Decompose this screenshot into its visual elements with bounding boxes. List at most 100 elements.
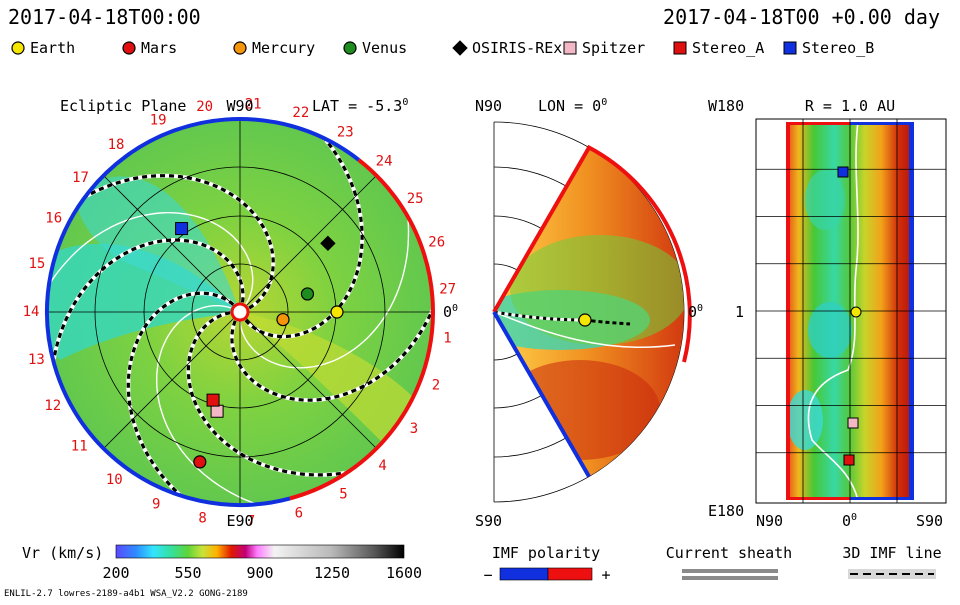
ecliptic-spoke [239, 311, 377, 449]
ecliptic-object-stereo-b [175, 222, 189, 236]
current-sheet-line [239, 179, 410, 369]
legend-label-mars: Mars [141, 39, 177, 57]
imf-polarity-title: IMF polarity [492, 544, 600, 562]
carrington-label: 3 [410, 421, 418, 437]
ecliptic-object-spitzer [210, 404, 224, 418]
carrington-label: 27 [439, 282, 456, 298]
sphere-top-left: W180 [708, 97, 744, 115]
sphere-top-edge-red [786, 122, 850, 125]
sphere-slow-patch-1 [808, 302, 852, 358]
sphere-panel: R = 1.0 AU W180 E180 1 N90 00 S90 [708, 97, 947, 530]
sphere-slow-patch-2 [787, 390, 823, 450]
ecliptic-objects [175, 222, 344, 469]
ecliptic-object-mars [193, 455, 207, 469]
legend-marker-venus [343, 41, 357, 55]
meridional-field [494, 235, 684, 460]
meridional-sheet [494, 311, 676, 349]
legend-label-earth: Earth [30, 39, 75, 57]
carrington-label: 10 [106, 472, 123, 488]
date-right: 2017-04-18T00 +0.00 day [663, 5, 940, 29]
carrington-label: 16 [45, 210, 62, 226]
ecliptic-spoke [103, 175, 241, 313]
meridional-top-label: N90 [475, 97, 502, 115]
ecliptic-rim-negative [45, 116, 361, 507]
carrington-label: 25 [407, 191, 424, 207]
ecliptic-spoke [103, 311, 241, 449]
imf-spiral-bg [186, 310, 384, 477]
legend-marker-mercury [233, 41, 247, 55]
colorbar-tick-label: 1600 [386, 564, 422, 582]
meridional-bottom-label: S90 [475, 512, 502, 530]
sphere-x-mid: 00 [842, 512, 857, 530]
sphere-x-right: S90 [916, 512, 943, 530]
legend-label-osiris-rex: OSIRIS-REx [472, 39, 562, 57]
current-sheath-legend: Current sheath [666, 544, 792, 580]
carrington-label: 11 [71, 439, 88, 455]
sphere-earth-marker [850, 306, 862, 318]
ecliptic-object-osiris-rex [320, 235, 336, 252]
sphere-spitzer-marker [847, 417, 859, 429]
legend-marker-spitzer [563, 41, 577, 55]
ecliptic-object-stereo-a [206, 393, 220, 407]
meridional-imf-line-bg [494, 310, 586, 322]
imf-line-legend: 3D IMF line [842, 544, 942, 579]
meridional-edge-positive [492, 144, 692, 363]
legend-label-stereo-a: Stereo_A [692, 39, 764, 57]
ecliptic-lat-label: LAT = -5.30 [312, 97, 408, 115]
sphere-x-left: N90 [756, 512, 783, 530]
carrington-label: 1 [443, 330, 451, 346]
ecliptic-right-label: 00 [443, 303, 458, 321]
carrington-label: 6 [295, 506, 303, 522]
carrington-label: 20 [196, 99, 213, 115]
ecliptic-title: Ecliptic Plane [60, 97, 186, 115]
sphere-bottom-left: E180 [708, 502, 744, 520]
ecliptic-field [47, 119, 433, 505]
carrington-label: 22 [292, 105, 309, 121]
ecliptic-spoke [239, 175, 377, 313]
current-sheet-line [47, 212, 254, 319]
sphere-grid [756, 119, 946, 503]
carrington-label: 8 [198, 511, 206, 527]
ecliptic-object-earth [330, 305, 344, 319]
legend-label-mercury: Mercury [252, 39, 315, 57]
carrington-label: 13 [28, 352, 45, 368]
colorbar-ticks: 200 550 900 1250 1600 [102, 564, 422, 582]
meridional-fast-lower [500, 360, 660, 460]
imf-line-title: 3D IMF line [842, 544, 941, 562]
ecliptic-grid [47, 119, 433, 505]
sphere-current-sheet [807, 122, 859, 500]
ecliptic-object-mercury [276, 312, 290, 327]
legend-label-spitzer: Spitzer [582, 39, 645, 57]
legend-marker-mars [122, 41, 136, 55]
ecliptic-bottom-label: E90 [226, 512, 253, 530]
meridional-edge-negative [492, 310, 591, 478]
legend-marker-stereo-b [783, 41, 797, 55]
sphere-top-edge-blue [850, 122, 914, 125]
imf-polarity-legend: IMF polarity − + [483, 544, 610, 584]
meridional-panel: N90 S90 LON = 00 00 [475, 97, 703, 530]
legend-marker-earth [11, 41, 25, 55]
carrington-label: 15 [28, 256, 45, 272]
legend: Earth Mars Mercury Venus OSIRIS-REx Spitzer St… [11, 39, 874, 57]
colorbar-title: Vr (km/s) [22, 544, 103, 562]
carrington-label: 24 [376, 154, 393, 170]
carrington-label: 26 [428, 234, 445, 250]
slow-wind-region-2 [77, 176, 240, 312]
date-left: 2017-04-18T00:00 [8, 5, 201, 29]
imf-polarity-positive-bar [547, 567, 593, 581]
current-sheath-line-1 [682, 569, 778, 573]
meridional-right-label: 00 [688, 303, 703, 321]
footer-model-info: ENLIL-2.7 lowres-2189-a4b1 WSA_V2.2 GONG… [4, 589, 248, 599]
meridional-earth-marker [578, 313, 592, 327]
carrington-label: 5 [339, 487, 347, 503]
sphere-bottom-edge-red [786, 497, 850, 500]
fast-wind-region [240, 312, 433, 460]
legend-marker-osiris-rex [452, 40, 468, 56]
imf-polarity-minus: − [483, 566, 492, 584]
ecliptic-object-venus [300, 287, 315, 301]
carrington-label: 2 [432, 378, 440, 394]
